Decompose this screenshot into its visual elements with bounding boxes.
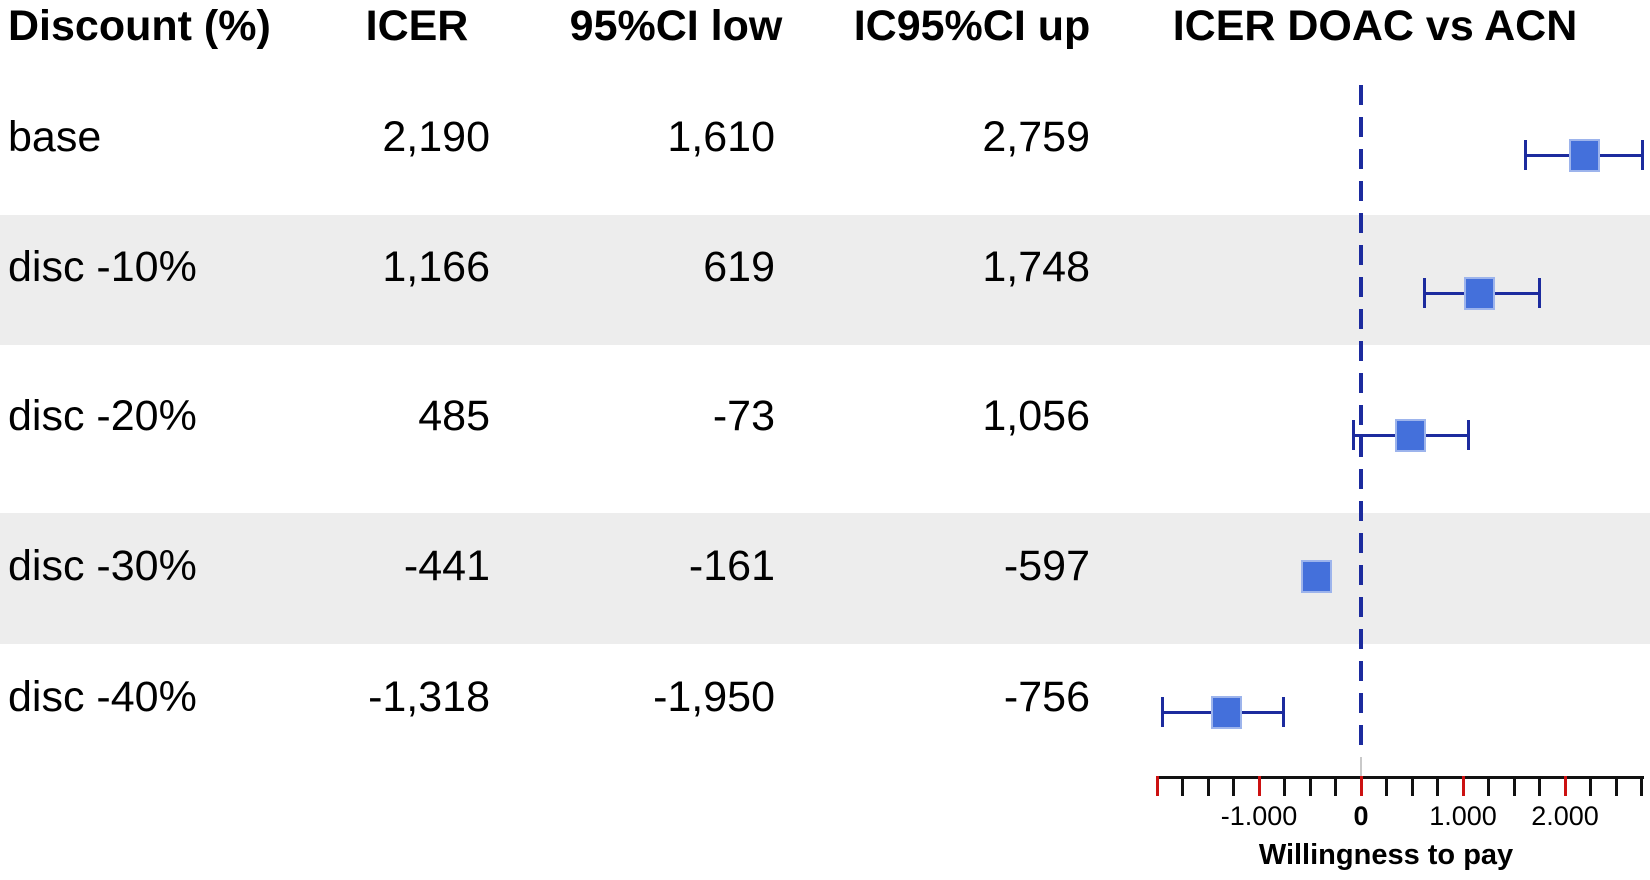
ci-up-value: 1,056 — [982, 392, 1090, 440]
ci-up-value: -597 — [1003, 541, 1090, 590]
ci-low-value: -73 — [712, 392, 775, 440]
x-axis-major-tick — [1155, 776, 1159, 796]
ci-low-value: -161 — [688, 541, 775, 590]
ci-low-value: 619 — [703, 243, 775, 291]
ci-low-value: 1,610 — [667, 113, 775, 161]
icer-value: 1,166 — [382, 243, 490, 291]
table-row: disc -30% -441 -161 -597 — [0, 513, 1650, 644]
icer-value: -1,318 — [368, 673, 490, 721]
error-bar-cap — [1537, 278, 1541, 308]
row-label: disc -20% — [8, 392, 197, 440]
x-axis-minor-tick — [1487, 776, 1490, 796]
x-axis-minor-tick — [1334, 776, 1337, 796]
icer-value: -441 — [403, 541, 490, 590]
column-header-discount: Discount (%) — [8, 2, 271, 50]
x-axis-minor-tick — [1206, 776, 1210, 796]
column-header-icer: ICER — [365, 2, 469, 50]
x-axis-minor-tick — [1614, 776, 1618, 796]
x-axis-minor-tick — [1283, 776, 1286, 796]
ci-up-value: -756 — [1003, 673, 1090, 721]
table-row: disc -20% 485 -73 1,056 — [0, 345, 1650, 513]
x-axis-line — [1157, 776, 1644, 779]
x-axis-tick-label: -1.000 — [1220, 801, 1298, 831]
error-bar-cap — [1282, 697, 1286, 727]
x-axis-major-tick — [1257, 776, 1261, 796]
x-axis-minor-tick — [1232, 776, 1235, 796]
error-bar-cap — [1160, 697, 1164, 727]
row-label: disc -40% — [8, 673, 197, 721]
row-label: base — [8, 113, 102, 161]
icer-value: 2,190 — [382, 113, 490, 161]
column-header-ci-up: IC95%CI up — [853, 2, 1091, 50]
table-row: disc -40% -1,318 -1,950 -756 — [0, 644, 1650, 776]
error-bar-cap — [1523, 140, 1527, 170]
row-label: disc -10% — [8, 243, 197, 291]
x-axis-tick-label: 1.000 — [1429, 801, 1497, 831]
ci-up-value: 2,759 — [982, 113, 1090, 161]
x-axis-minor-tick — [1181, 776, 1184, 796]
x-axis-minor-tick — [1385, 776, 1388, 796]
error-bar-cap — [1352, 420, 1356, 450]
icer-marker — [1394, 418, 1426, 452]
x-axis-major-tick — [1461, 776, 1465, 796]
x-axis-tick-label: 0 — [1353, 801, 1369, 831]
ci-low-value: -1,950 — [653, 673, 775, 721]
table-row: base 2,190 1,610 2,759 — [0, 85, 1650, 215]
x-axis-minor-tick — [1410, 776, 1414, 796]
x-axis-major-tick — [1359, 776, 1363, 796]
icer-value: 485 — [418, 392, 490, 440]
table-row: disc -10% 1,166 619 1,748 — [0, 215, 1650, 345]
icer-marker — [1211, 695, 1243, 729]
row-label: disc -30% — [8, 541, 197, 590]
icer-marker — [1568, 138, 1600, 172]
x-axis-tick-label: 2.000 — [1531, 801, 1599, 831]
error-bar-cap — [1640, 140, 1644, 170]
x-axis-major-tick — [1563, 776, 1567, 796]
x-axis-label: Willingness to pay — [1258, 839, 1514, 871]
x-axis-minor-tick — [1308, 776, 1312, 796]
zero-line-connector — [1360, 757, 1362, 776]
column-header-ci-low: 95%CI low — [569, 2, 783, 50]
error-bar-cap — [1422, 278, 1426, 308]
error-bar-cap — [1467, 420, 1471, 450]
x-axis-minor-tick — [1436, 776, 1439, 796]
icer-marker — [1464, 276, 1496, 310]
ci-up-value: 1,748 — [982, 243, 1090, 291]
x-axis-minor-tick — [1640, 776, 1643, 796]
x-axis-minor-tick — [1538, 776, 1541, 796]
x-axis-minor-tick — [1512, 776, 1516, 796]
icer-marker — [1300, 559, 1332, 593]
x-axis-minor-tick — [1589, 776, 1592, 796]
zero-reference-line — [1359, 85, 1363, 757]
plot-title: ICER DOAC vs ACN — [1172, 2, 1578, 50]
